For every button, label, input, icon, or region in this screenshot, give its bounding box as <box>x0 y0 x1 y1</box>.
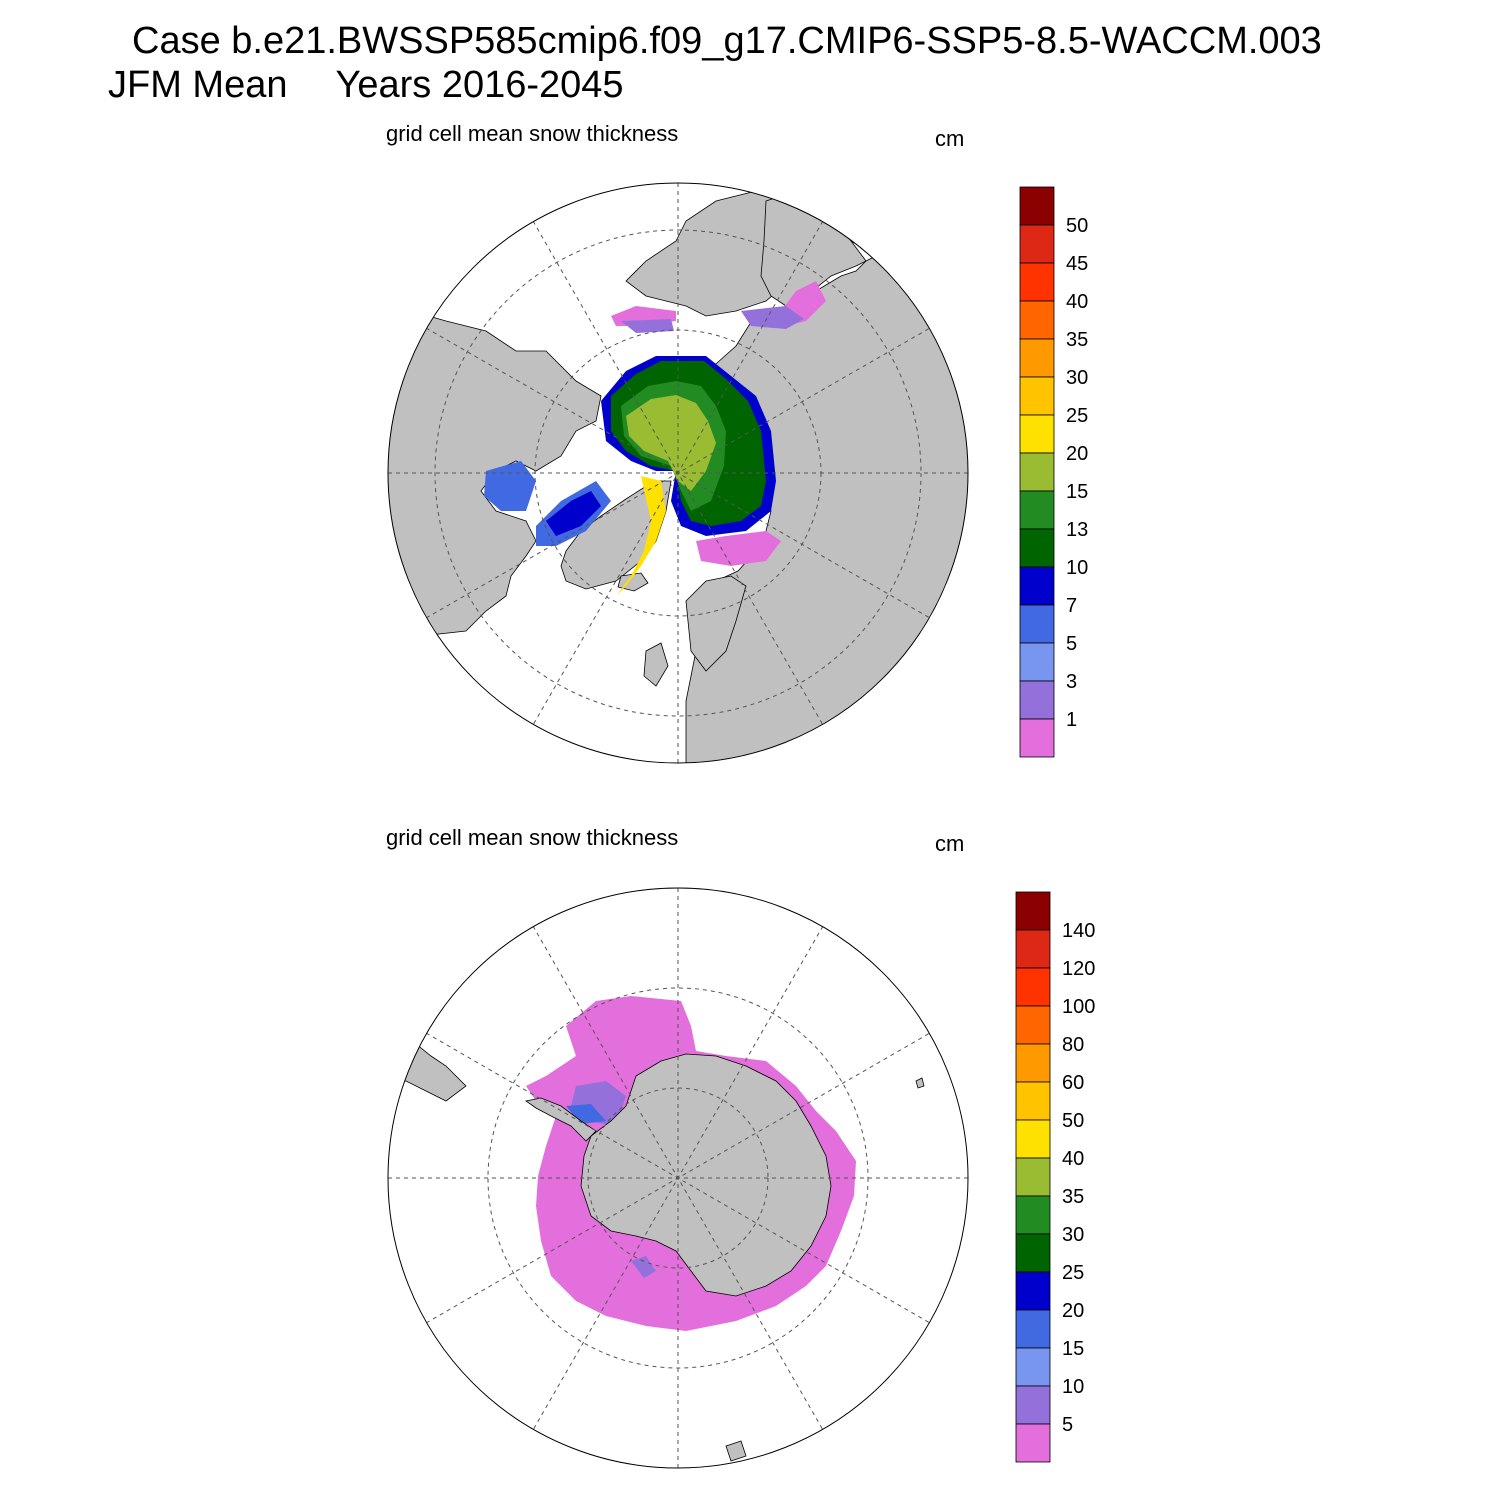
nh-colorbar-label: 3 <box>1066 671 1077 693</box>
nh-colorbar-swatch <box>1019 376 1055 416</box>
sh-colorbar-label: 60 <box>1062 1072 1084 1094</box>
sh-colorbar-swatch <box>1015 1385 1051 1425</box>
sh-colorbar-label: 100 <box>1062 996 1095 1018</box>
sh-colorbar-label: 15 <box>1062 1338 1084 1360</box>
sh-colorbar-label: 10 <box>1062 1376 1084 1398</box>
sh-colorbar-swatch <box>1015 1157 1051 1197</box>
nh-colorbar-label: 40 <box>1066 291 1088 313</box>
nh-colorbar-label: 20 <box>1066 443 1088 465</box>
sh-colorbar-label: 25 <box>1062 1262 1084 1284</box>
nh-panel-title: grid cell mean snow thickness <box>386 121 679 146</box>
sh-colorbar-label: 35 <box>1062 1186 1084 1208</box>
sh-colorbar-swatch <box>1015 1423 1051 1463</box>
sh-colorbar-swatch <box>1015 1271 1051 1311</box>
sh-polar-map <box>387 887 969 1469</box>
sh-colorbar-swatch <box>1015 1233 1051 1273</box>
nh-colorbar-swatch <box>1019 224 1055 264</box>
nh-colorbar-swatch <box>1019 262 1055 302</box>
sh-colorbar-label: 40 <box>1062 1148 1084 1170</box>
nh-colorbar-label: 13 <box>1066 519 1088 541</box>
sh-units-label: cm <box>935 831 965 856</box>
nh-colorbar-label: 30 <box>1066 367 1088 389</box>
nh-colorbar-swatch <box>1019 300 1055 340</box>
sh-colorbar-label: 50 <box>1062 1110 1084 1132</box>
nh-snow-field <box>484 281 826 596</box>
nh-colorbar-swatch <box>1019 186 1055 226</box>
nh-colorbar-label: 7 <box>1066 595 1077 617</box>
period-title: JFM Mean Years 2016-2045 <box>108 64 624 107</box>
sh-panel-title: grid cell mean snow thickness <box>386 825 679 850</box>
nh-units-label: cm <box>935 126 965 151</box>
sh-colorbar-label: 30 <box>1062 1224 1084 1246</box>
sh-colorbar-swatch <box>1015 1195 1051 1235</box>
sh-colorbar-label: 20 <box>1062 1300 1084 1322</box>
sh-colorbar-swatch <box>1015 929 1051 969</box>
nh-colorbar-swatch <box>1019 680 1055 720</box>
nh-colorbar-label: 1 <box>1066 709 1077 731</box>
case-title: Case b.e21.BWSSP585cmip6.f09_g17.CMIP6-S… <box>132 20 1322 62</box>
nh-colorbar-swatch <box>1019 642 1055 682</box>
nh-colorbar-label: 50 <box>1066 215 1088 237</box>
nh-colorbar-swatch <box>1019 414 1055 454</box>
years-label: Years 2016-2045 <box>335 64 624 106</box>
nh-graticule <box>388 183 968 763</box>
sh-graticule <box>388 888 968 1468</box>
nh-colorbar-swatch <box>1019 528 1055 568</box>
nh-colorbar-label: 15 <box>1066 481 1088 503</box>
sh-colorbar-label: 80 <box>1062 1034 1084 1056</box>
season-label: JFM Mean <box>108 64 288 106</box>
nh-colorbar-label: 25 <box>1066 405 1088 427</box>
sh-colorbar-swatch <box>1015 1309 1051 1349</box>
sh-colorbar-label: 5 <box>1062 1414 1073 1436</box>
nh-colorbar-swatch <box>1019 718 1055 758</box>
sh-colorbar-swatch <box>1015 1081 1051 1121</box>
sh-colorbar-swatch <box>1015 1347 1051 1387</box>
nh-colorbar-label: 45 <box>1066 253 1088 275</box>
nh-colorbar-swatch <box>1019 604 1055 644</box>
sh-colorbar-label: 140 <box>1062 920 1095 942</box>
nh-colorbar-swatch <box>1019 566 1055 606</box>
sh-colorbar-swatch <box>1015 1005 1051 1045</box>
sh-colorbar-swatch <box>1015 891 1051 931</box>
nh-colorbar-swatch <box>1019 338 1055 378</box>
nh-colorbar-label: 35 <box>1066 329 1088 351</box>
nh-polar-map <box>387 182 969 764</box>
nh-colorbar-label: 5 <box>1066 633 1077 655</box>
sh-colorbar-swatch <box>1015 1043 1051 1083</box>
sh-colorbar-swatch <box>1015 1119 1051 1159</box>
nh-colorbar-swatch <box>1019 452 1055 492</box>
sh-colorbar-swatch <box>1015 967 1051 1007</box>
nh-colorbar-label: 10 <box>1066 557 1088 579</box>
nh-colorbar-swatch <box>1019 490 1055 530</box>
nh-colorbar: 50 45 40 35 30 25 20 15 13 10 7 5 3 1 <box>1019 186 1088 758</box>
sh-colorbar-label: 120 <box>1062 958 1095 980</box>
sh-colorbar: 140 120 100 80 60 50 40 35 30 25 20 15 10 5 <box>1015 891 1095 1463</box>
